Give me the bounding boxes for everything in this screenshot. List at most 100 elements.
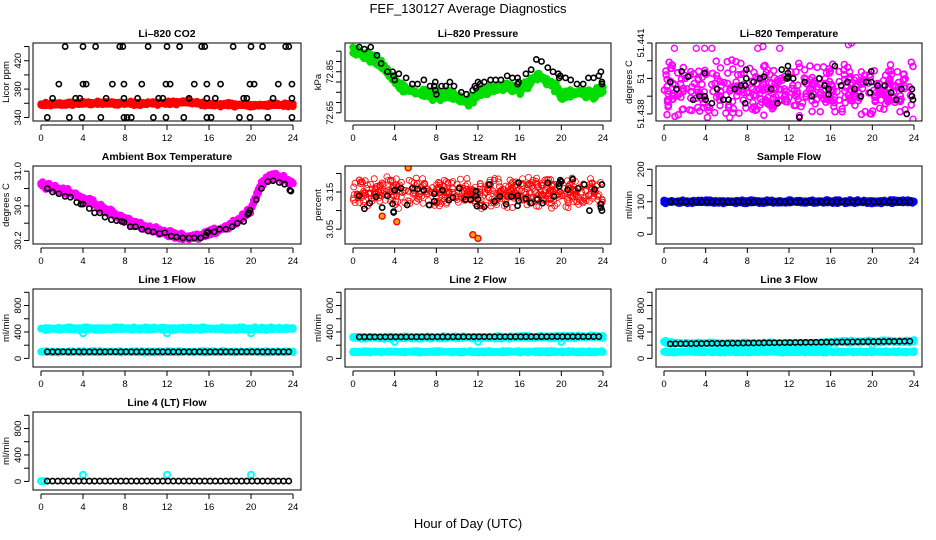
x-tick-label: 8 [122, 133, 127, 144]
raw-point [461, 193, 469, 200]
raw-point [808, 96, 816, 105]
avg-point [238, 477, 245, 485]
x-tick-label: 0 [661, 256, 666, 267]
x-axis: 0 4 8 12 16 20 24 [661, 247, 919, 267]
avg-point [274, 477, 282, 485]
raw-point [599, 88, 607, 96]
avg-point [539, 199, 546, 207]
plot-box [32, 288, 302, 368]
avg-point [579, 80, 587, 88]
avg-point [59, 477, 67, 485]
raw-point [792, 68, 800, 76]
avg-point [741, 82, 749, 89]
raw-point [694, 74, 703, 83]
avg-point [701, 69, 709, 77]
avg-point [431, 86, 439, 94]
avg-point [403, 201, 411, 209]
raw-point [806, 62, 814, 70]
y-tick-label: 30.2 [13, 231, 24, 250]
raw-point [662, 67, 670, 75]
raw-point [481, 189, 489, 196]
avg-point [148, 477, 156, 485]
avg-point [164, 477, 172, 485]
raw-point [742, 104, 750, 112]
x-axis: 0 4 8 12 16 20 24 [38, 124, 298, 144]
avg-point [79, 200, 87, 208]
avg-point [55, 80, 63, 88]
avg-point [708, 99, 716, 107]
raw-point [763, 65, 772, 74]
raw-point [383, 173, 391, 181]
x-tick-label: 16 [514, 256, 525, 267]
raw-outlier-point [775, 44, 784, 53]
x-tick-label: 4 [703, 256, 708, 267]
raw-point [582, 187, 590, 195]
raw-point [582, 192, 590, 200]
panel-title: Line 4 (LT) Flow [127, 397, 207, 409]
avg-point [49, 477, 56, 485]
avg-point [43, 114, 51, 121]
plot-box [344, 42, 612, 122]
avg-point [120, 80, 128, 88]
raw-point [685, 106, 694, 114]
avg-point [138, 225, 146, 233]
avg-point [246, 80, 254, 88]
avg-point [741, 99, 749, 107]
avg-point [598, 207, 606, 214]
avg-point [203, 94, 211, 102]
avg-point [190, 477, 198, 485]
avg-point [389, 68, 396, 76]
avg-point [367, 43, 375, 51]
raw-point [857, 77, 866, 86]
avg-point [550, 193, 558, 200]
avg-point [737, 82, 745, 89]
avg-point [79, 80, 87, 88]
avg-point [229, 43, 237, 50]
avg-point [96, 477, 104, 485]
avg-point [228, 223, 236, 231]
panel-title: Li–820 Temperature [740, 28, 839, 40]
raw-point [445, 189, 453, 197]
avg-point [203, 80, 211, 88]
avg-point [778, 66, 786, 73]
raw-point [765, 100, 773, 109]
raw-point [810, 79, 819, 88]
avg-point [190, 234, 198, 242]
avg-point [361, 45, 368, 53]
raw-point [419, 199, 427, 207]
avg-point [80, 477, 88, 485]
y-tick-label: 340 [13, 110, 24, 126]
avg-point [760, 73, 768, 81]
avg-point [259, 477, 266, 485]
y-axis-label: ml/min [624, 191, 635, 219]
avg-point [420, 76, 428, 84]
avg-point [287, 187, 295, 195]
avg-point [166, 80, 174, 88]
avg-point [70, 477, 77, 485]
avg-point [91, 209, 98, 217]
raw-point [590, 189, 598, 197]
y-tick-label: 30.6 [13, 197, 24, 216]
avg-point [72, 94, 80, 102]
raw-point [850, 76, 859, 84]
raw-point [716, 77, 724, 86]
avg-point [430, 190, 438, 198]
avg-point [442, 82, 450, 90]
raw-point [543, 182, 550, 190]
avg-point [101, 213, 109, 221]
raw-point [792, 101, 800, 110]
raw-point [485, 187, 493, 195]
avg-point [533, 196, 541, 203]
x-tick-label: 20 [556, 256, 567, 267]
avg-point [808, 92, 816, 100]
avg-point [250, 80, 258, 88]
avg-point [67, 193, 74, 201]
raw-outlier-point [844, 43, 853, 49]
y-axis-label: Licor ppm [1, 61, 12, 103]
avg-point [908, 85, 916, 93]
raw-point [710, 108, 719, 117]
avg-point [269, 177, 277, 185]
avg-point [402, 74, 410, 82]
